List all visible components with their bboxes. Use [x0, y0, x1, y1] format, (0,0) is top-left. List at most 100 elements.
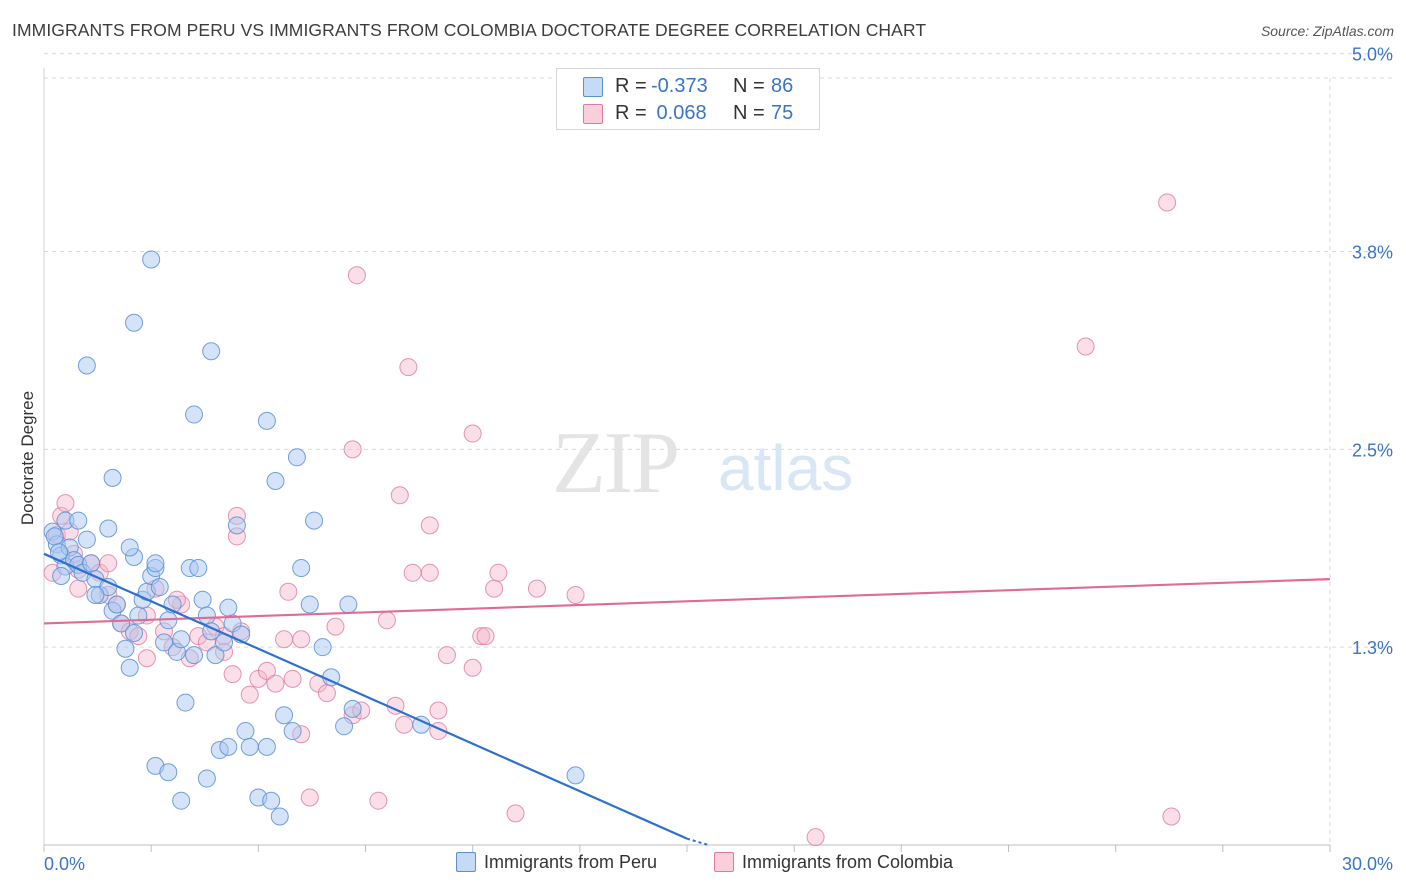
colombia-point [1158, 193, 1177, 212]
colombia-point [300, 788, 319, 807]
x-tick-label: 30.0% [1342, 854, 1393, 874]
legend-r-value-colombia: 0.068 [651, 102, 707, 124]
peru-point [155, 633, 174, 652]
peru-point [305, 511, 324, 530]
colombia-point [403, 563, 422, 582]
peru-point [69, 511, 88, 530]
peru-point [142, 250, 161, 269]
bottom-swatch-peru [456, 852, 476, 872]
colombia-point [283, 669, 302, 688]
peru-point [77, 530, 96, 549]
bottom-legend-colombia-label: Immigrants from Colombia [742, 852, 954, 872]
legend-n-label: N = [733, 75, 765, 97]
peru-point [257, 737, 276, 756]
stats-legend: R = -0.373 N = 86 R = 0.068 N = 75 [556, 68, 820, 130]
colombia-point [472, 627, 491, 646]
colombia-point [326, 617, 345, 636]
colombia-point [69, 579, 88, 598]
colombia-point [317, 684, 336, 703]
peru-point [159, 763, 178, 782]
colombia-point [1162, 807, 1181, 826]
peru-point [266, 472, 285, 491]
peru-point [146, 554, 165, 573]
peru-point [206, 646, 225, 665]
y-axis-label: Doctorate Degree [18, 391, 37, 525]
peru-point [77, 356, 96, 375]
peru-point [197, 769, 216, 788]
peru-point [262, 791, 281, 810]
colombia-point [56, 494, 75, 513]
watermark-zip: ZIP [552, 415, 678, 512]
peru-point [82, 554, 101, 573]
colombia-point [240, 685, 259, 704]
watermark-atlas: atlas [718, 432, 853, 504]
colombia-point [292, 630, 311, 649]
colombia-point [485, 579, 504, 598]
peru-point [335, 717, 354, 736]
bottom-legend-colombia: Immigrants from Colombia [714, 852, 953, 873]
colombia-point [99, 554, 118, 573]
legend-r-label: R = [615, 102, 647, 124]
peru-point [219, 598, 238, 617]
colombia-point [1076, 337, 1095, 356]
colombia-point [506, 804, 525, 823]
peru-point [112, 614, 131, 633]
peru-point [185, 405, 204, 424]
colombia-point [806, 828, 825, 847]
y-tick-label: 5.0% [1352, 45, 1393, 65]
peru-point [566, 766, 585, 785]
legend-r-label: R = [615, 75, 647, 97]
watermark: ZIP atlas [552, 415, 853, 512]
peru-point [287, 448, 306, 467]
peru-point [227, 516, 246, 535]
trend-lines [43, 552, 1331, 846]
colombia-point [377, 611, 396, 630]
source-credit: Source: ZipAtlas.com [1260, 23, 1394, 39]
peru-point [116, 639, 135, 658]
peru-point [343, 699, 362, 718]
bottom-swatch-colombia [714, 852, 734, 872]
colombia-point [257, 661, 276, 680]
peru-point [120, 658, 139, 677]
colombia-point [399, 358, 418, 377]
y-tick-label: 1.3% [1352, 638, 1393, 658]
legend-swatch-peru [583, 77, 603, 97]
peru-point [313, 638, 332, 657]
peru-point [176, 693, 195, 712]
peru-point [300, 595, 319, 614]
colombia-point [347, 266, 366, 285]
peru-point [339, 595, 358, 614]
peru-points [43, 250, 585, 826]
peru-trend-line [43, 552, 688, 840]
colombia-point [489, 563, 508, 582]
legend-n-value-colombia: 75 [771, 102, 794, 124]
peru-point [236, 722, 255, 741]
colombia-point [395, 715, 414, 734]
colombia-point [390, 486, 409, 505]
axes [43, 68, 1331, 852]
peru-point [275, 706, 294, 725]
peru-trend-extension [686, 837, 709, 846]
bottom-legend-peru-label: Immigrants from Peru [484, 852, 658, 872]
colombia-point [527, 579, 546, 598]
chart-title: IMMIGRANTS FROM PERU VS IMMIGRANTS FROM … [12, 20, 927, 40]
colombia-point [437, 646, 456, 665]
peru-point [270, 807, 289, 826]
legend-row-colombia: R = 0.068 N = 75 [557, 100, 819, 128]
peru-point [185, 646, 204, 665]
peru-point [150, 578, 169, 597]
peru-point [292, 559, 311, 578]
colombia-point [420, 516, 439, 535]
colombia-point [279, 582, 298, 601]
x-tick-label: 0.0% [44, 854, 85, 874]
colombia-point [369, 791, 388, 810]
colombia-point [223, 665, 242, 684]
y-tick-label: 2.5% [1352, 440, 1393, 460]
peru-point [240, 737, 259, 756]
peru-point [257, 411, 276, 430]
colombia-point [266, 674, 285, 693]
colombia-point [476, 627, 495, 646]
peru-point [103, 468, 122, 487]
peru-point [189, 559, 208, 578]
